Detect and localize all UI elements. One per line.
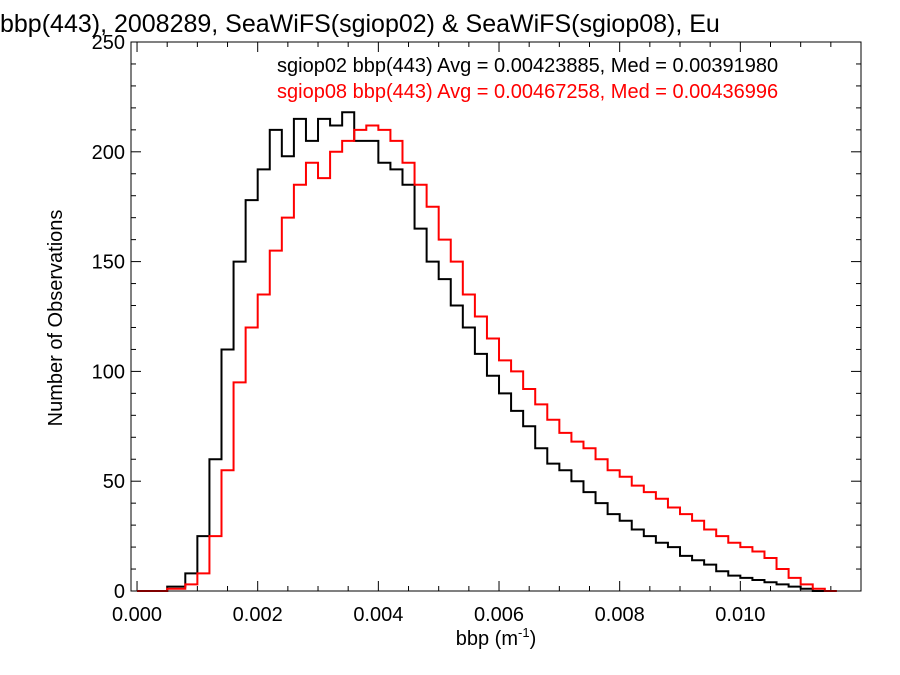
x-axis-title-end: ) [530, 628, 537, 650]
y-tick-label: 200 [92, 142, 125, 164]
x-tick-label: 0.010 [715, 604, 765, 626]
x-axis-title-sup: -1 [518, 625, 530, 640]
x-axis-title-base: bbp (m [456, 628, 518, 650]
series-line-sgiop02 [137, 111, 825, 592]
x-axis-title: bbp (m-1) [456, 625, 536, 650]
y-axis-title: Number of Observations [45, 210, 67, 427]
y-tick-label: 50 [103, 471, 125, 493]
x-tick-label: 0.004 [353, 604, 403, 626]
x-tick-label: 0.008 [595, 604, 645, 626]
y-tick-label: 150 [92, 252, 125, 274]
plot-frame [130, 41, 862, 592]
series-line-sgiop08 [137, 124, 837, 592]
x-tick-label: 0.006 [474, 604, 524, 626]
y-tick-label: 250 [92, 32, 125, 54]
y-tick-label: 100 [92, 361, 125, 383]
x-tick-label: 0.000 [112, 604, 162, 626]
y-tick-label: 0 [114, 581, 125, 603]
axis-ticks: 0.000 0.002 0.004 0.006 0.008 0.010 0 50 100 150 2… [92, 32, 861, 626]
series-label-sgiop02: sgiop02 bbp(443) Avg = 0.00423885, Med =… [277, 55, 778, 77]
x-tick-label: 0.002 [233, 604, 283, 626]
series-layer [137, 111, 837, 592]
series-label-sgiop08: sgiop08 bbp(443) Avg = 0.00467258, Med =… [277, 81, 778, 103]
chart-title: bbp(443), 2008289, SeaWiFS(sgiop02) & Se… [0, 10, 720, 38]
